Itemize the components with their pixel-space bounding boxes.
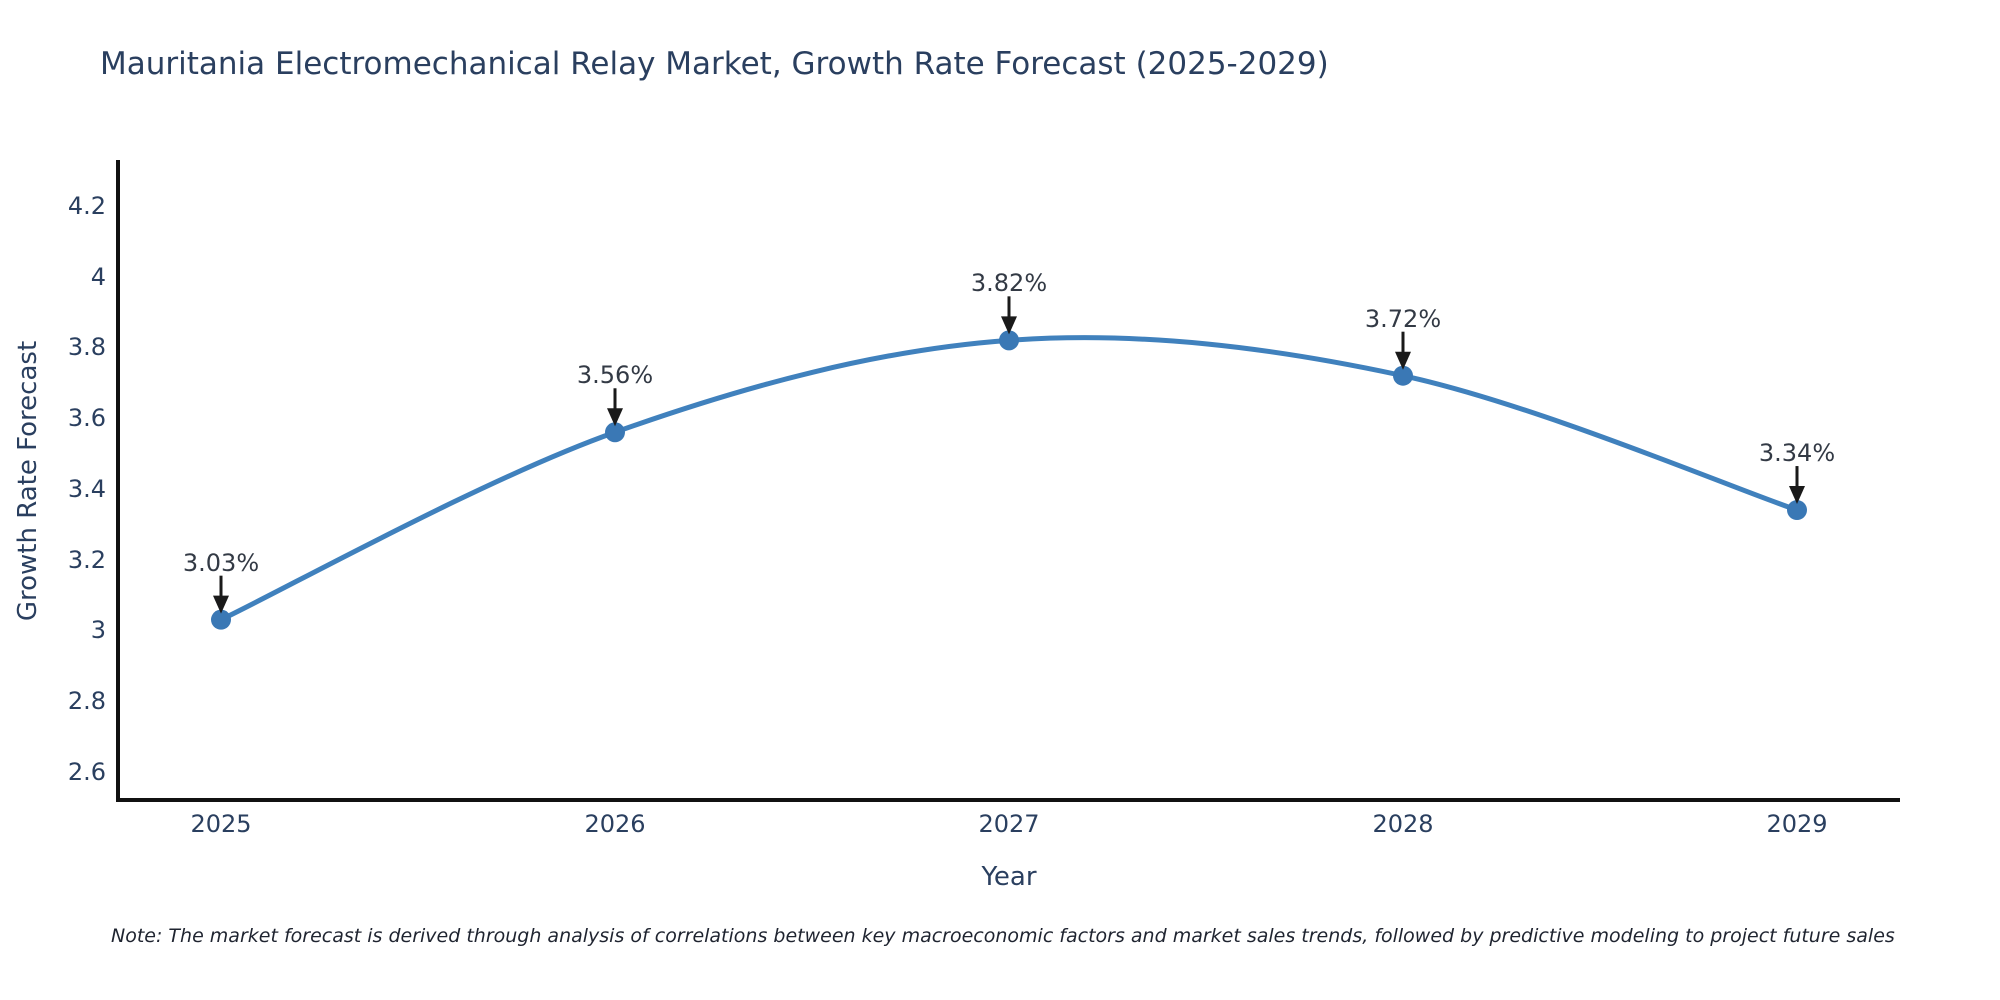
y-tick-label: 4.2 <box>67 191 106 220</box>
x-tick-label: 2029 <box>1766 810 1828 838</box>
y-tick-label: 2.6 <box>67 757 106 786</box>
x-axis-title: Year <box>981 862 1037 892</box>
data-point-label: 3.56% <box>576 361 654 390</box>
annotation-arrow-head <box>607 408 623 427</box>
y-tick-label: 4 <box>90 262 106 291</box>
annotation-arrow-head <box>1789 486 1805 505</box>
x-tick-label: 2028 <box>1372 810 1434 838</box>
y-tick-label: 3 <box>90 616 106 645</box>
x-tick-label: 2025 <box>190 810 252 838</box>
x-tick-label: 2026 <box>584 810 646 838</box>
y-tick-label: 3.4 <box>67 474 106 503</box>
x-tick-label: 2027 <box>978 810 1040 838</box>
y-tick-label: 2.8 <box>67 686 106 715</box>
data-point-marker[interactable] <box>999 330 1019 351</box>
chart-title: Mauritania Electromechanical Relay Marke… <box>100 46 1329 82</box>
data-point-label: 3.72% <box>1364 304 1442 333</box>
data-point-marker[interactable] <box>211 609 231 630</box>
trend-line <box>218 335 1800 623</box>
axis-lines <box>116 160 1900 802</box>
annotation-arrow-head <box>1395 351 1411 370</box>
data-point-marker[interactable] <box>605 422 625 443</box>
data-point-label: 3.03% <box>182 548 260 577</box>
y-tick-label: 3.6 <box>67 404 106 433</box>
data-point-label: 3.82% <box>970 269 1048 298</box>
footnote: Note: The market forecast is derived thr… <box>111 925 1895 947</box>
annotation-arrow-head <box>1001 316 1017 335</box>
data-point-label: 3.34% <box>1758 439 1836 468</box>
annotation-arrow-head <box>213 595 229 614</box>
data-point-marker[interactable] <box>1787 500 1807 521</box>
y-tick-label: 3.8 <box>67 333 106 362</box>
y-tick-label: 3.2 <box>67 545 106 574</box>
data-point-marker[interactable] <box>1393 365 1413 386</box>
